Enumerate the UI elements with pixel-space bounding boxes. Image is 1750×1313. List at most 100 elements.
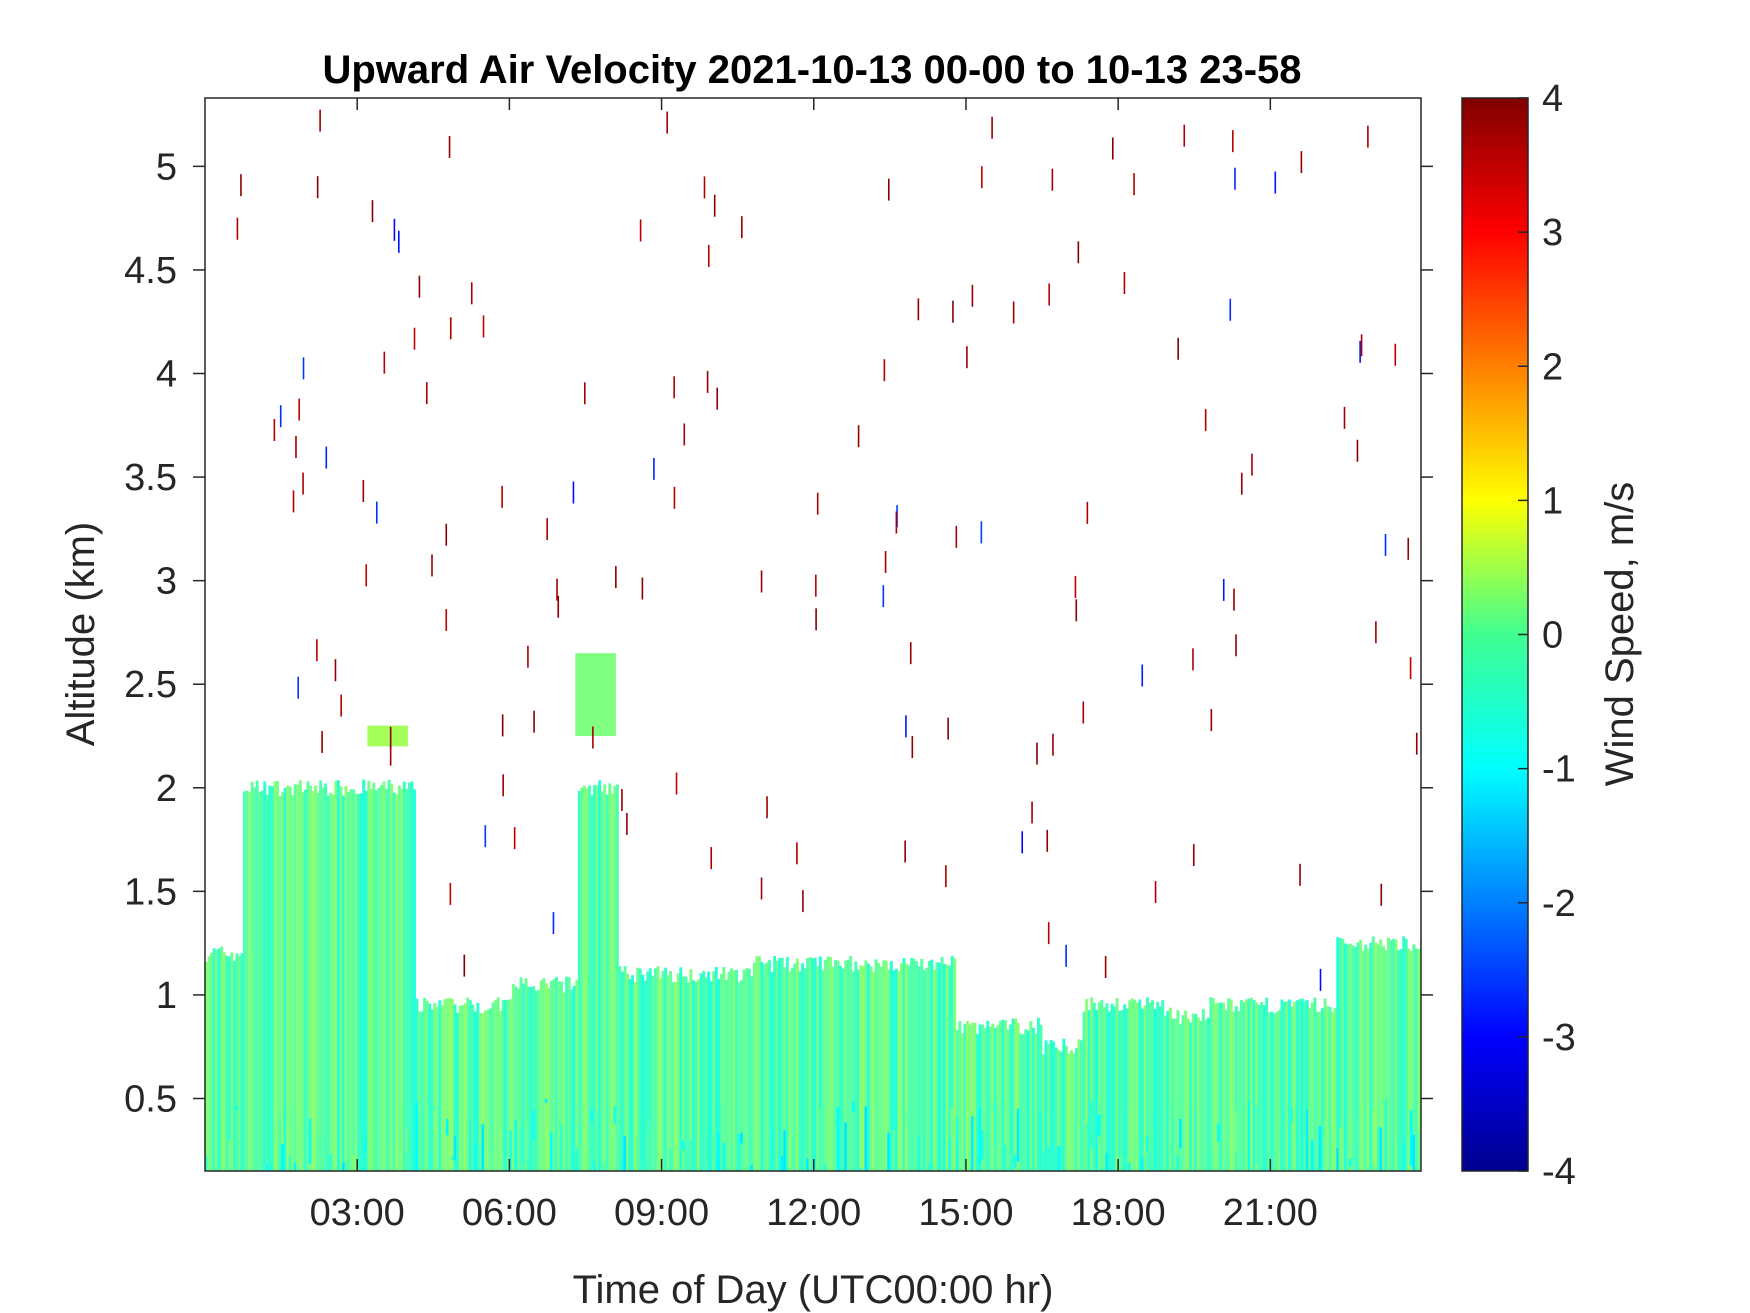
heatmap-column: [283, 787, 287, 1171]
heatmap-column: [276, 781, 279, 1171]
colorbar-tick-label: 4: [1542, 78, 1563, 120]
colorbar-axis: -4 -3 -2 -1 0 1 2 3 4: [1518, 78, 1576, 1193]
heatmap-column: [1361, 950, 1365, 1171]
heatmap-column: [955, 1030, 959, 1171]
heatmap-column: [1222, 1002, 1226, 1171]
y-tick-label: 3: [156, 561, 177, 603]
heatmap-column: [481, 1013, 485, 1171]
heatmap-column: [1057, 1050, 1061, 1171]
heatmap-column: [311, 790, 315, 1171]
heatmap-column: [539, 980, 543, 1171]
heatmap-column: [1232, 1011, 1236, 1171]
heatmap-column: [864, 1106, 868, 1171]
heatmap-column: [755, 956, 759, 1171]
heatmap-column: [661, 970, 665, 1171]
heatmap-column: [504, 1156, 508, 1160]
heatmap-column: [1181, 1015, 1185, 1171]
heatmap-column: [945, 964, 949, 1171]
heatmap-column: [1135, 1002, 1139, 1171]
heatmap-column: [902, 958, 906, 1171]
heatmap-column: [976, 1033, 980, 1171]
heatmap-column: [1298, 999, 1302, 1171]
heatmap-column: [1128, 1163, 1132, 1171]
heatmap-column: [806, 958, 810, 1171]
heatmap-column: [1389, 940, 1393, 1171]
heatmap-column: [907, 1154, 911, 1171]
heatmap-column: [679, 967, 683, 1171]
heatmap-column: [1379, 939, 1383, 1171]
heatmap-column: [352, 1154, 356, 1171]
heatmap-column: [463, 1003, 467, 1171]
heatmap-column: [783, 1130, 787, 1171]
heatmap-column: [846, 960, 850, 1171]
heatmap-column: [646, 971, 650, 1171]
heatmap-column: [1247, 1100, 1251, 1171]
heatmap-column: [1290, 1006, 1294, 1171]
heatmap-column: [593, 1160, 597, 1171]
heatmap-column: [453, 1004, 457, 1171]
heatmap-column: [1211, 1147, 1215, 1171]
heatmap-column: [1229, 999, 1233, 1171]
heatmap-column: [1206, 1017, 1210, 1171]
heatmap-column: [879, 966, 883, 1171]
heatmap-column: [785, 957, 789, 1171]
heatmap-column: [910, 957, 914, 1171]
heatmap-column: [588, 785, 591, 1171]
heatmap-column: [1300, 998, 1304, 1171]
heatmap-column: [461, 1005, 465, 1171]
y-tick-label: 3.5: [124, 457, 177, 499]
heatmap-column: [897, 971, 901, 1171]
heatmap-column: [1016, 1022, 1020, 1171]
heatmap-column: [991, 1023, 995, 1171]
heatmap-column: [981, 1024, 985, 1171]
heatmap-column: [618, 966, 622, 1171]
heatmap-column: [1262, 1005, 1266, 1171]
heatmap-column: [851, 1101, 855, 1113]
heatmap-column: [912, 958, 916, 1171]
heatmap-column: [1006, 1029, 1010, 1171]
heatmap-column: [560, 1125, 564, 1171]
heatmap-column: [732, 970, 736, 1171]
heatmap-column: [532, 986, 536, 1171]
heatmap-column: [496, 1119, 500, 1155]
x-axis: 03:00 06:00 09:00 12:00 15:00 18:00 21:00: [310, 98, 1318, 1234]
outlier-marks: [236, 109, 1418, 991]
heatmap-column: [565, 976, 569, 1171]
heatmap-column: [768, 960, 772, 1171]
heatmap-column: [425, 1000, 429, 1171]
heatmap-column: [210, 952, 214, 1171]
heatmap-column: [1133, 999, 1137, 1171]
heatmap-column: [790, 967, 794, 1171]
heatmap-column: [1095, 1142, 1099, 1171]
heatmap-column: [1351, 1116, 1355, 1145]
heatmap-column: [1237, 1155, 1241, 1171]
heatmap-column: [1176, 1155, 1180, 1171]
heatmap-column: [958, 1021, 962, 1171]
heatmap-column: [740, 1132, 744, 1144]
heatmap-column: [364, 790, 368, 1171]
heatmap-column: [844, 960, 848, 1171]
heatmap-column: [453, 1136, 457, 1161]
heatmap-column: [445, 998, 449, 1171]
heatmap-column: [468, 1000, 472, 1171]
heatmap-column: [1341, 938, 1345, 1171]
heatmap-column: [1250, 997, 1253, 1171]
heatmap-column: [1148, 1151, 1152, 1171]
heatmap-column: [643, 980, 647, 1171]
heatmap-column: [922, 970, 926, 1171]
heatmap-column: [765, 962, 769, 1171]
heatmap-column: [1161, 1000, 1165, 1171]
heatmap-column: [1113, 1006, 1117, 1171]
heatmap-column: [430, 1009, 434, 1171]
heatmap-column: [707, 971, 711, 1171]
heatmap-column: [917, 966, 921, 1171]
heatmap-column: [745, 968, 749, 1171]
heatmap-column: [296, 1106, 300, 1171]
heatmap-column: [349, 789, 353, 1171]
heatmap-column: [380, 785, 383, 1171]
heatmap-column: [872, 971, 876, 1171]
heatmap-column: [1052, 1041, 1056, 1171]
heatmap-column: [1407, 948, 1411, 1171]
heatmap-column: [1138, 999, 1142, 1171]
heatmap-column: [473, 1011, 477, 1171]
